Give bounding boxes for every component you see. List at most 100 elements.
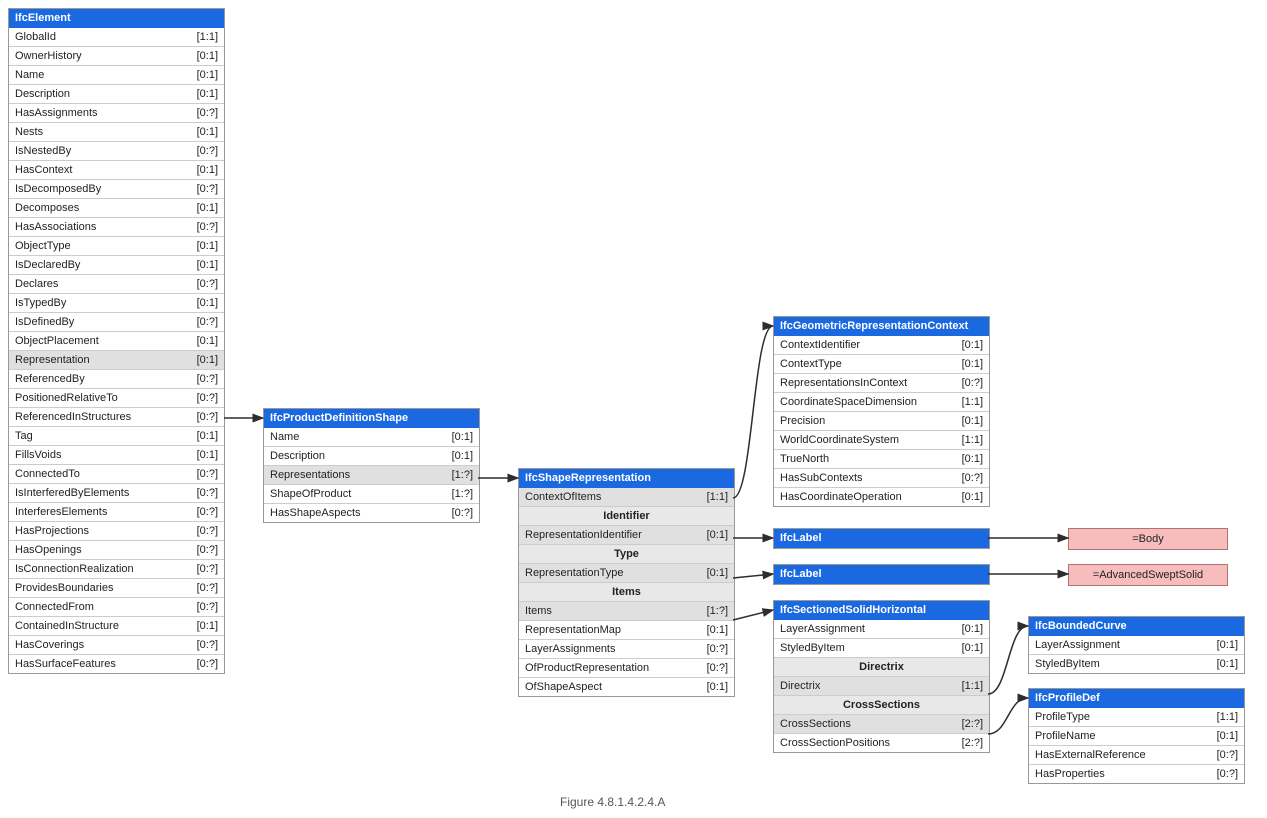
attribute-cardinality: [0:1] [197, 164, 218, 176]
attribute-cardinality: [0:?] [197, 468, 218, 480]
attribute-cardinality: [0:1] [1217, 658, 1238, 670]
attribute-cardinality: [0:?] [1217, 768, 1238, 780]
entity-attribute-row: OwnerHistory[0:1] [9, 47, 224, 66]
attribute-cardinality: [1:1] [962, 680, 983, 692]
entity-header: IfcProfileDef [1029, 689, 1244, 708]
attribute-label: PositionedRelativeTo [15, 392, 118, 404]
attribute-cardinality: [1:1] [197, 31, 218, 43]
attribute-cardinality: [0:?] [197, 563, 218, 575]
entity-attribute-row: ContextType[0:1] [774, 355, 989, 374]
attribute-label: HasExternalReference [1035, 749, 1146, 761]
attribute-label: ObjectPlacement [15, 335, 99, 347]
entity-attribute-row: LayerAssignments [0:?] [519, 640, 734, 659]
attribute-label: ConnectedFrom [15, 601, 94, 613]
entity-ifcElement: IfcElement GlobalId [1:1] OwnerHistory[0:1]… [8, 8, 225, 674]
entity-attribute-row: InterferesElements[0:?] [9, 503, 224, 522]
entity-section-label: Identifier [519, 507, 734, 526]
entity-attribute-row: ConnectedTo [0:?] [9, 465, 224, 484]
entity-attribute-row: ConnectedFrom[0:?] [9, 598, 224, 617]
attribute-cardinality: [0:?] [197, 639, 218, 651]
attribute-cardinality: [0:1] [962, 453, 983, 465]
attribute-label: ConnectedTo [15, 468, 80, 480]
attribute-label: Representation [15, 354, 90, 366]
entity-attribute-row: Name[0:1] [9, 66, 224, 85]
entity-section-label: Directrix [774, 658, 989, 677]
attribute-label: HasProperties [1035, 768, 1105, 780]
attribute-cardinality: [0:?] [197, 316, 218, 328]
attribute-cardinality: [0:1] [962, 491, 983, 503]
entity-attribute-row: Description[0:1] [264, 447, 479, 466]
entity-header: IfcElement [9, 9, 224, 28]
attribute-label: HasShapeAspects [270, 507, 361, 519]
attribute-label: OfShapeAspect [525, 681, 602, 693]
attribute-cardinality: [0:?] [197, 373, 218, 385]
attribute-cardinality: [0:?] [452, 507, 473, 519]
entity-attribute-row: ContextIdentifier[0:1] [774, 336, 989, 355]
attribute-cardinality: [0:1] [962, 339, 983, 351]
entity-header: IfcProductDefinitionShape [264, 409, 479, 428]
entity-attribute-row: ContextOfItems[1:1] [519, 488, 734, 507]
entity-attribute-row: HasCoverings[0:?] [9, 636, 224, 655]
attribute-cardinality: [0:1] [197, 88, 218, 100]
attribute-cardinality: [0:1] [197, 430, 218, 442]
attribute-label: Decomposes [15, 202, 79, 214]
attribute-label: TrueNorth [780, 453, 829, 465]
attribute-cardinality: [0:1] [197, 297, 218, 309]
entity-attribute-row: IsDecomposedBy[0:?] [9, 180, 224, 199]
attribute-label: HasContext [15, 164, 72, 176]
attribute-label: OfProductRepresentation [525, 662, 649, 674]
entity-ifcShapeRepresentation: IfcShapeRepresentationContextOfItems[1:1… [518, 468, 735, 697]
entity-attribute-row: LayerAssignment[0:1] [774, 620, 989, 639]
entity-ifcProductDefinitionShape: IfcProductDefinitionShapeName[0:1]Descri… [263, 408, 480, 523]
attribute-label: Precision [780, 415, 825, 427]
attribute-cardinality: [1:1] [1217, 711, 1238, 723]
attribute-cardinality: [0:1] [452, 431, 473, 443]
entity-attribute-row: ReferencedInStructures[0:?] [9, 408, 224, 427]
entity-attribute-row: Directrix[1:1] [774, 677, 989, 696]
entity-attribute-row: HasCoordinateOperation [0:1] [774, 488, 989, 506]
attribute-cardinality: [1:1] [707, 491, 728, 503]
attribute-label: HasAssignments [15, 107, 98, 119]
entity-attribute-row: ShapeOfProduct [1:?] [264, 485, 479, 504]
attribute-label: StyledByItem [1035, 658, 1100, 670]
attribute-cardinality: [0:?] [962, 377, 983, 389]
entity-attribute-row: HasProperties [0:?] [1029, 765, 1244, 783]
attribute-cardinality: [0:?] [197, 392, 218, 404]
attribute-label: Items [525, 605, 552, 617]
attribute-label: WorldCoordinateSystem [780, 434, 899, 446]
attribute-label: ContainedInStructure [15, 620, 119, 632]
entity-attribute-row: ObjectType[0:1] [9, 237, 224, 256]
attribute-label: GlobalId [15, 31, 56, 43]
attribute-cardinality: [0:1] [1217, 639, 1238, 651]
attribute-cardinality: [0:1] [962, 415, 983, 427]
attribute-cardinality: [0:1] [962, 623, 983, 635]
attribute-label: Tag [15, 430, 33, 442]
entity-attribute-row: HasProjections[0:?] [9, 522, 224, 541]
attribute-cardinality: [0:?] [197, 582, 218, 594]
connector-arrow [733, 610, 773, 620]
entity-attribute-row: FillsVoids[0:1] [9, 446, 224, 465]
entity-header: IfcBoundedCurve [1029, 617, 1244, 636]
entity-header: IfcGeometricRepresentationContext [774, 317, 989, 336]
entity-attribute-row: ProfileType[1:1] [1029, 708, 1244, 727]
entity-attribute-row: StyledByItem[0:1] [774, 639, 989, 658]
attribute-label: Declares [15, 278, 58, 290]
attribute-label: HasCoordinateOperation [780, 491, 902, 503]
entity-attribute-row: IsNestedBy[0:?] [9, 142, 224, 161]
attribute-label: Name [15, 69, 44, 81]
attribute-label: IsConnectionRealization [15, 563, 134, 575]
figure-caption: Figure 4.8.1.4.2.4.A [560, 795, 665, 809]
attribute-label: LayerAssignment [1035, 639, 1120, 651]
connector-arrow [733, 326, 773, 498]
attribute-label: ShapeOfProduct [270, 488, 351, 500]
attribute-label: IsDeclaredBy [15, 259, 80, 271]
attribute-cardinality: [0:1] [197, 240, 218, 252]
attribute-cardinality: [1:?] [452, 488, 473, 500]
entity-attribute-row: CrossSections[2:?] [774, 715, 989, 734]
attribute-label: LayerAssignments [525, 643, 616, 655]
attribute-cardinality: [0:?] [707, 643, 728, 655]
attribute-cardinality: [0:1] [197, 449, 218, 461]
entity-attribute-row: Declares[0:?] [9, 275, 224, 294]
entity-attribute-row: IsDeclaredBy[0:1] [9, 256, 224, 275]
entity-attribute-row: Description[0:1] [9, 85, 224, 104]
